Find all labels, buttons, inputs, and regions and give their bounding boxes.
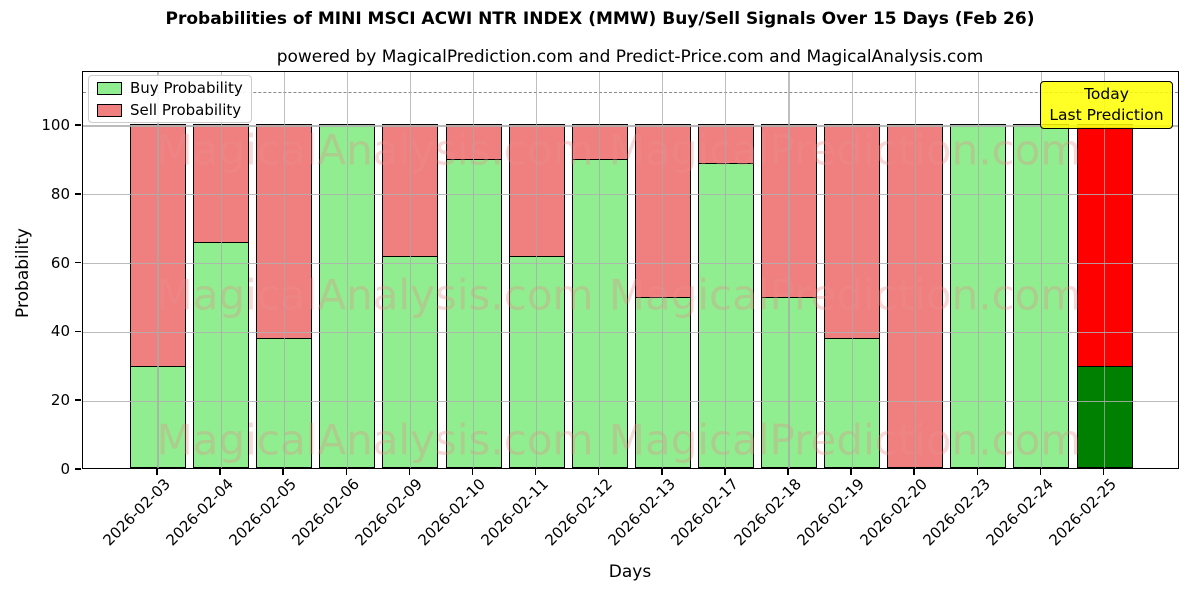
- sell-swatch-icon: [97, 103, 122, 117]
- x-tick-label: 2026-02-06: [288, 475, 364, 550]
- x-tick-mark: [724, 469, 726, 475]
- v-gridline: [851, 72, 853, 468]
- y-tick-label: 0: [60, 460, 70, 478]
- y-tick-label: 100: [41, 116, 70, 134]
- x-tick-label: 2026-02-10: [414, 475, 490, 550]
- legend: Buy Probability Sell Probability: [88, 75, 252, 123]
- v-gridline: [409, 72, 411, 468]
- v-gridline: [283, 72, 285, 468]
- y-axis-label: Probability: [13, 228, 33, 318]
- x-tick-mark: [913, 469, 915, 475]
- x-tick-mark: [219, 469, 221, 475]
- y-tick-mark: [75, 330, 81, 333]
- x-tick-label: 2026-02-23: [919, 475, 995, 550]
- chart-title: Probabilities of MINI MSCI ACWI NTR INDE…: [165, 9, 1035, 29]
- v-gridline: [788, 72, 790, 468]
- x-tick-label: 2026-02-09: [351, 475, 427, 550]
- legend-label-buy: Buy Probability: [130, 79, 243, 97]
- x-tick-mark: [156, 469, 158, 475]
- v-gridline: [346, 72, 348, 468]
- chart-subtitle: powered by MagicalPrediction.com and Pre…: [276, 47, 984, 67]
- x-tick-mark: [661, 469, 663, 475]
- h-gridline: [83, 263, 1178, 265]
- x-tick-mark: [408, 469, 411, 475]
- x-tick-label: 2026-02-19: [793, 475, 868, 550]
- x-tick-mark: [345, 469, 348, 475]
- x-tick-mark: [282, 469, 284, 475]
- legend-item-sell: Sell Probability: [97, 101, 243, 119]
- y-tick-mark: [75, 193, 81, 195]
- x-tick-mark: [850, 469, 852, 475]
- today-annotation-line2: Last Prediction: [1049, 106, 1164, 124]
- today-annotation: Today Last Prediction: [1040, 81, 1173, 129]
- x-tick-label: 2026-02-17: [667, 475, 742, 550]
- v-gridline: [725, 72, 727, 468]
- buy-swatch-icon: [97, 81, 122, 95]
- x-tick-label: 2026-02-24: [982, 475, 1058, 550]
- h-gridline: [83, 194, 1178, 196]
- x-tick-mark: [1039, 469, 1042, 475]
- x-tick-label: 2026-02-05: [225, 475, 300, 550]
- x-axis-label: Days: [608, 562, 652, 582]
- y-tick-mark: [75, 399, 81, 401]
- v-gridline: [1040, 72, 1042, 468]
- x-tick-label: 2026-02-12: [541, 475, 616, 550]
- today-annotation-line1: Today: [1084, 85, 1129, 103]
- y-tick-mark: [75, 261, 81, 264]
- v-gridline: [220, 72, 222, 468]
- legend-label-sell: Sell Probability: [130, 101, 242, 119]
- y-tick-label: 20: [50, 391, 70, 410]
- h-gridline: [83, 331, 1178, 333]
- v-gridline: [914, 72, 916, 468]
- x-tick-mark: [471, 469, 474, 475]
- x-tick-mark: [976, 469, 979, 475]
- x-tick-label: 2026-02-04: [162, 475, 237, 550]
- y-tick-mark: [75, 124, 81, 126]
- x-tick-mark: [534, 469, 537, 475]
- x-tick-mark: [787, 469, 789, 475]
- legend-item-buy: Buy Probability: [97, 79, 243, 97]
- y-tick-label: 60: [50, 253, 70, 272]
- x-tick-mark: [1102, 469, 1105, 475]
- v-gridline: [977, 72, 979, 468]
- v-gridline: [599, 72, 601, 468]
- x-tick-mark: [597, 469, 600, 475]
- x-tick-label: 2026-02-11: [477, 475, 553, 550]
- v-gridline: [157, 72, 159, 468]
- x-tick-label: 2026-02-20: [856, 475, 931, 550]
- h-gridline: [83, 125, 1178, 127]
- y-tick-label: 40: [50, 322, 70, 341]
- y-tick-mark: [75, 468, 81, 470]
- x-tick-label: 2026-02-18: [730, 475, 805, 550]
- v-gridline: [472, 72, 475, 468]
- x-tick-label: 2026-02-25: [1045, 475, 1121, 550]
- y-tick-label: 80: [50, 184, 70, 203]
- dashed-reference-line: [83, 91, 1178, 93]
- x-tick-label: 2026-02-03: [99, 475, 174, 550]
- v-gridline: [662, 72, 664, 468]
- v-gridline: [536, 72, 538, 468]
- h-gridline: [83, 400, 1178, 402]
- plot-area: [82, 71, 1179, 469]
- v-gridline: [1103, 72, 1106, 468]
